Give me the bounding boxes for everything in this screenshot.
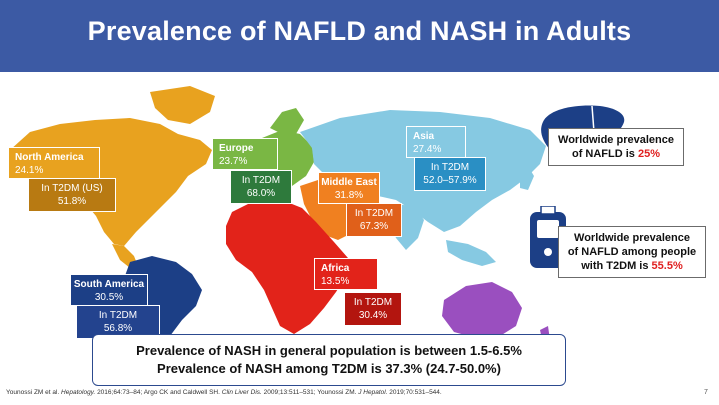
asia-value: 27.4% [413, 144, 442, 155]
europe-value: 23.7% [219, 156, 248, 167]
ref-part-4: 2019;70:531–544. [387, 389, 442, 396]
glucose-meter-icon [530, 206, 566, 268]
south-america-t2dm-label: In T2DM [98, 310, 138, 321]
t2dm-fact-line3: with T2DM is 55.5% [559, 259, 705, 273]
middle-east-box: Middle East 31.8% [318, 172, 380, 204]
southeast-asia-shape [446, 240, 496, 266]
africa-t2dm-box: In T2DM 30.4% [344, 292, 402, 326]
slide-title: Prevalence of NAFLD and NASH in Adults [87, 16, 632, 46]
europe-box: Europe 23.7% [212, 138, 278, 170]
nafld-fact-prefix: of NAFLD is [571, 148, 638, 160]
nafld-fact-box: Worldwide prevalence of NAFLD is 25% [548, 128, 684, 166]
middle-east-t2dm-box: In T2DM 67.3% [346, 203, 402, 237]
south-america-label: South America [73, 279, 145, 290]
nash-general-line: Prevalence of NASH in general population… [136, 343, 522, 358]
asia-t2dm-value: 52.0–57.9% [423, 175, 477, 186]
europe-t2dm-label: In T2DM [241, 175, 281, 186]
north-america-t2dm-box: In T2DM (US) 51.8% [28, 178, 116, 212]
ref-journal-1: Hepatology. [61, 389, 96, 396]
t2dm-fact-value: 55.5% [651, 260, 683, 272]
ref-part-3: 2009;13:511–531; Younossi ZM. [261, 389, 359, 396]
europe-t2dm-value: 68.0% [246, 188, 276, 199]
africa-shape [226, 200, 348, 334]
south-america-box: South America 30.5% [70, 274, 148, 306]
africa-box: Africa 13.5% [314, 258, 378, 290]
asia-label: Asia [413, 131, 435, 142]
asia-box: Asia 27.4% [406, 126, 466, 158]
ref-part-1: Younossi ZM et al. [6, 389, 62, 396]
europe-label: Europe [219, 143, 254, 154]
europe-t2dm-box: In T2DM 68.0% [230, 170, 292, 204]
nash-t2dm-line: Prevalence of NASH among T2DM is 37.3% (… [157, 361, 501, 376]
south-america-t2dm-box: In T2DM 56.8% [76, 305, 160, 339]
middle-east-t2dm-label: In T2DM [354, 208, 394, 219]
scandinavia-shape [270, 108, 304, 134]
australia-shape [442, 282, 522, 338]
north-america-label: North America [15, 152, 84, 163]
nafld-fact-value: 25% [637, 148, 661, 160]
middle-east-t2dm-value: 67.3% [359, 221, 389, 232]
north-america-box: North America 24.1% [8, 147, 100, 179]
nafld-fact-line1: Worldwide prevalence [558, 134, 674, 146]
slide-number: 7 [704, 389, 708, 396]
t2dm-fact-box: Worldwide prevalence of NAFLD among peop… [558, 226, 706, 278]
africa-value: 13.5% [321, 276, 350, 287]
ref-journal-2: Clin Liver Dis. [221, 389, 262, 396]
middle-east-label: Middle East [321, 177, 377, 188]
greenland-shape [150, 86, 215, 124]
north-america-value: 24.1% [15, 165, 44, 176]
south-america-t2dm-value: 56.8% [103, 323, 133, 334]
t2dm-fact-line2: of NAFLD among people [567, 246, 697, 258]
asia-t2dm-box: In T2DM 52.0–57.9% [414, 157, 486, 191]
japan-shape [520, 166, 534, 190]
reference-citation: Younossi ZM et al. Hepatology. 2016;64:7… [6, 389, 442, 396]
ref-journal-3: J Hepatol. [358, 389, 388, 396]
north-america-t2dm-label: In T2DM (US) [41, 183, 103, 194]
t2dm-fact-line1: Worldwide prevalence [574, 232, 690, 244]
africa-label: Africa [321, 263, 350, 274]
ref-part-2: 2016;64:73–84; Argo CK and Caldwell SH. [95, 389, 222, 396]
nafld-fact-line2: of NAFLD is 25% [549, 147, 683, 161]
north-america-t2dm-value: 51.8% [57, 196, 87, 207]
t2dm-fact-prefix: with T2DM is [581, 260, 652, 272]
africa-t2dm-label: In T2DM [353, 297, 393, 308]
middle-east-value: 31.8% [334, 190, 364, 201]
nash-prevalence-box: Prevalence of NASH in general population… [92, 334, 566, 386]
title-bar: Prevalence of NAFLD and NASH in Adults [0, 0, 719, 72]
africa-t2dm-value: 30.4% [358, 310, 388, 321]
asia-t2dm-label: In T2DM [430, 162, 470, 173]
south-america-value: 30.5% [94, 292, 124, 303]
